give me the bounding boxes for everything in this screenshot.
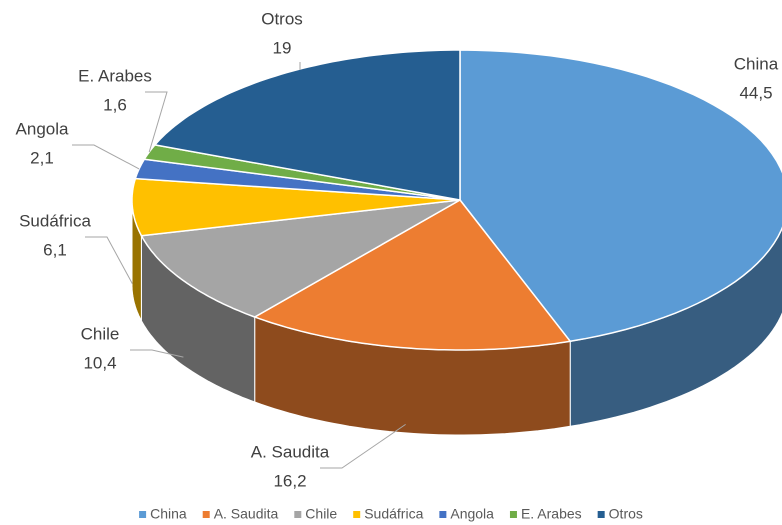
leader-line <box>320 423 406 469</box>
slice <box>140 199 461 318</box>
legend-label: Sudáfrica <box>364 506 423 522</box>
leader-line <box>85 236 133 285</box>
value-label: 19 <box>273 38 292 57</box>
legend-marker <box>597 511 605 518</box>
legend: China A. Saudita Chile Sudáfrica Angola E. Ar… <box>139 506 643 522</box>
leader-line <box>72 144 140 170</box>
legend-label: A. Saudita <box>214 506 279 522</box>
slice <box>252 199 572 351</box>
legend-label: Otros <box>609 506 643 522</box>
slice <box>153 49 461 201</box>
slice <box>131 177 461 237</box>
category-label: Otros <box>261 9 303 28</box>
category-label: Chile <box>81 324 120 343</box>
value-label: 44,5 <box>739 83 772 102</box>
legend-label: Chile <box>305 506 337 522</box>
legend-marker <box>353 511 361 518</box>
category-label: A. Saudita <box>251 442 330 461</box>
legend-marker <box>294 511 302 518</box>
legend-marker <box>202 511 210 518</box>
leader-line <box>145 91 168 153</box>
category-label: China <box>734 54 779 73</box>
value-label: 1,6 <box>103 95 127 114</box>
value-label: 16,2 <box>273 471 306 490</box>
legend-marker <box>509 511 517 518</box>
legend-label: China <box>150 506 187 522</box>
value-label: 2,1 <box>30 148 54 167</box>
category-label: E. Arabes <box>78 66 152 85</box>
legend-label: Angola <box>450 506 494 522</box>
value-label: 6,1 <box>43 240 67 259</box>
category-label: Angola <box>16 119 69 138</box>
category-label: Sudáfrica <box>19 211 91 230</box>
value-label: 10,4 <box>83 353 116 372</box>
legend-marker <box>139 511 147 518</box>
legend-marker <box>439 511 447 518</box>
slice <box>459 49 782 343</box>
legend-label: E. Arabes <box>521 506 582 522</box>
leader-line <box>130 349 184 358</box>
